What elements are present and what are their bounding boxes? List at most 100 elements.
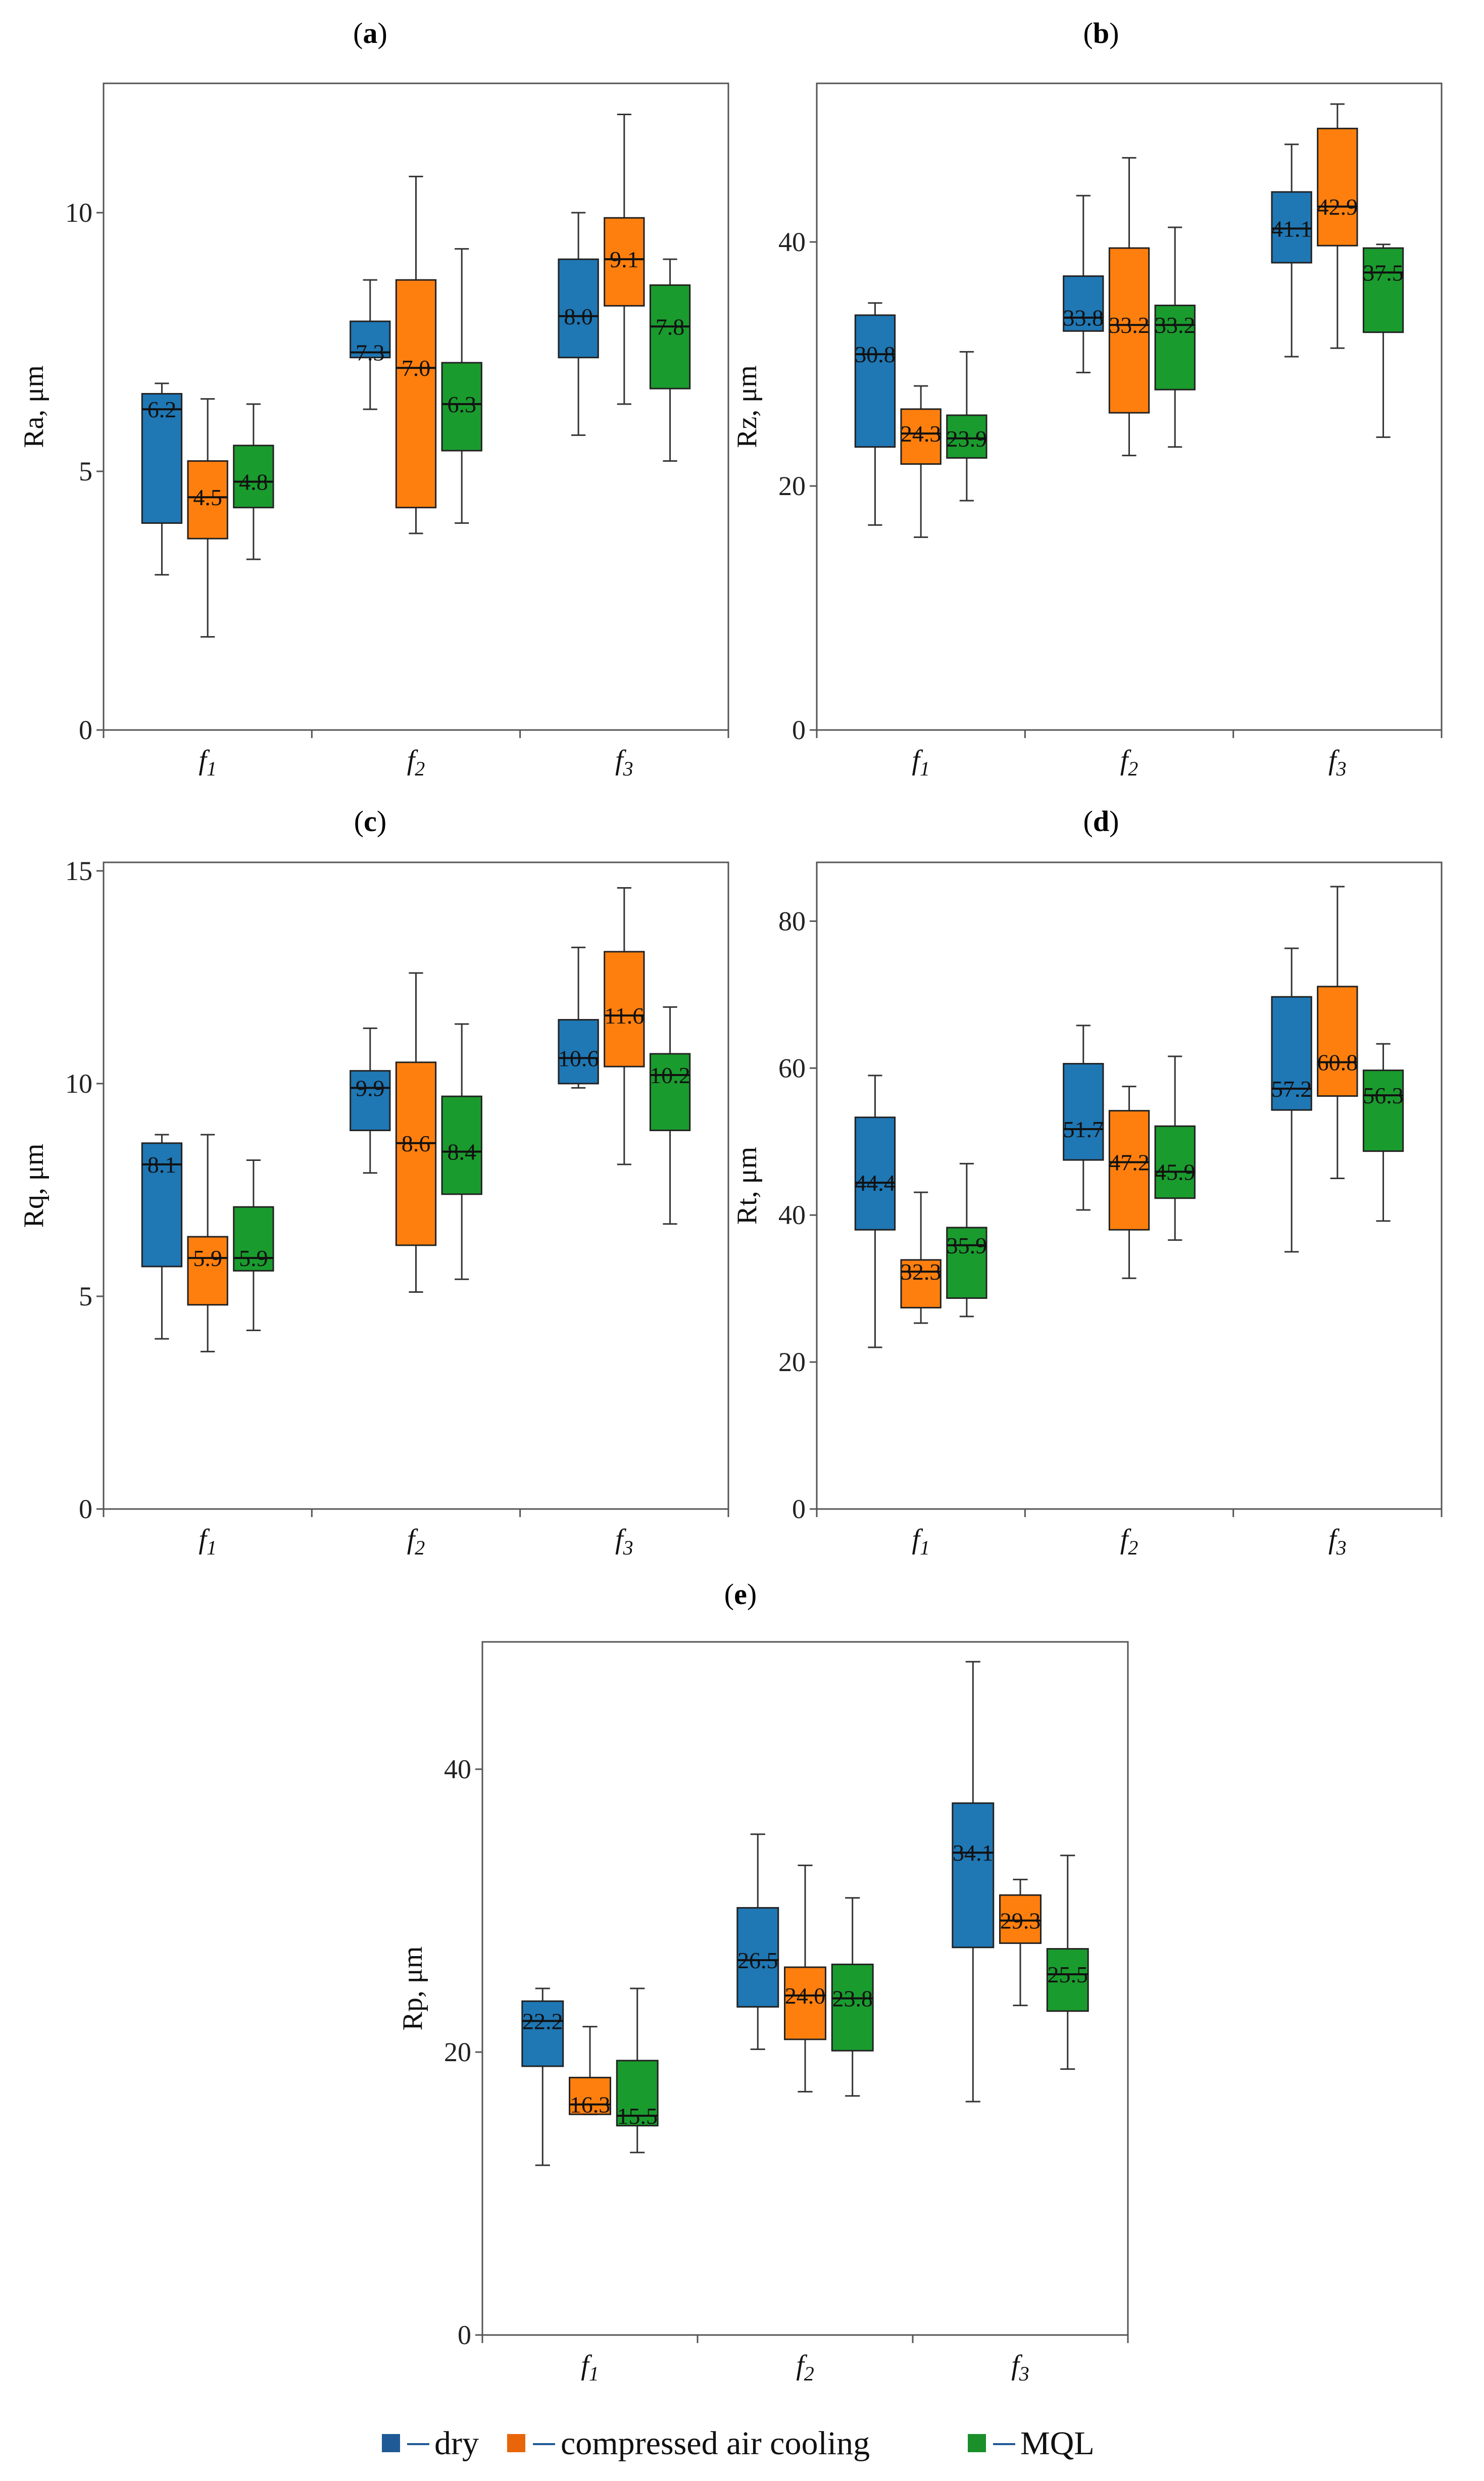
box-rect	[233, 445, 274, 509]
y-axis-label: Rt, μm	[731, 1147, 763, 1225]
box-value-label: 45.9	[1155, 1159, 1196, 1185]
box-rect	[1317, 127, 1358, 247]
box-value-label: 10.2	[650, 1062, 690, 1088]
box-e-1-2: 26.5	[736, 1833, 779, 2050]
box-rect	[187, 1236, 228, 1306]
box-rect	[946, 414, 987, 459]
box-rect	[141, 393, 183, 524]
box-value-label: 4.8	[239, 469, 268, 495]
box-value-label: 57.2	[1271, 1076, 1312, 1102]
y-tick-label: 20	[444, 2037, 471, 2067]
plot-frame	[816, 82, 1443, 731]
y-axis-label: Rz, μm	[731, 365, 763, 448]
box-value-label: 33.2	[1109, 312, 1150, 338]
plot-frame	[103, 82, 729, 731]
box-b-3-2: 33.2	[1154, 226, 1196, 448]
box-d-2-1: 32.3	[900, 1191, 942, 1324]
box-value-label: 32.3	[901, 1259, 942, 1285]
legend-label-compressed-air: compressed air cooling	[561, 2425, 870, 2462]
box-value-label: 6.2	[147, 397, 177, 422]
box-rect	[831, 1963, 874, 2052]
box-c-1-3: 10.6	[558, 946, 599, 1089]
y-tick-label: 15	[65, 856, 92, 886]
box-value-label: 11.6	[604, 1003, 644, 1029]
box-value-label: 8.6	[402, 1131, 431, 1156]
box-value-label: 47.2	[1109, 1149, 1150, 1175]
box-rect	[604, 217, 645, 307]
legend-swatch-dry	[382, 2434, 400, 2452]
box-b-1-2: 33.8	[1063, 194, 1104, 373]
box-value-label: 22.2	[522, 2008, 563, 2034]
box-rect	[1046, 1948, 1089, 2012]
box-c-1-2: 9.9	[350, 1027, 391, 1174]
box-rect	[900, 408, 942, 465]
box-d-2-3: 60.8	[1317, 886, 1358, 1179]
legend-label-dry: dry	[434, 2425, 479, 2462]
box-value-label: 30.8	[855, 342, 896, 367]
box-rect	[1271, 996, 1312, 1111]
box-rect	[395, 1061, 437, 1246]
box-c-3-2: 8.4	[441, 1023, 482, 1280]
y-tick-label: 0	[79, 715, 92, 745]
y-tick-label: 0	[458, 2320, 471, 2350]
box-value-label: 25.5	[1047, 1962, 1088, 1987]
box-e-1-3: 34.1	[952, 1661, 995, 2103]
box-value-label: 23.9	[947, 426, 987, 452]
box-value-label: 8.0	[564, 304, 593, 329]
y-tick-label: 20	[778, 471, 806, 501]
box-e-2-2: 24.0	[784, 1864, 826, 2093]
box-rect	[649, 284, 691, 390]
box-rect	[1271, 191, 1312, 264]
box-value-label: 37.5	[1363, 260, 1404, 285]
box-d-3-1: 35.9	[946, 1162, 987, 1318]
y-tick-label: 5	[79, 456, 92, 487]
box-c-3-1: 5.9	[233, 1159, 274, 1331]
box-a-2-2: 7.0	[395, 175, 437, 534]
y-tick-label: 5	[79, 1281, 92, 1311]
box-value-label: 5.9	[239, 1245, 268, 1271]
box-rect	[649, 1053, 691, 1132]
box-value-label: 24.3	[901, 421, 942, 447]
box-rect	[999, 1894, 1042, 1944]
box-value-label: 23.8	[832, 1986, 873, 2012]
legend-label-mql: MQL	[1020, 2425, 1095, 2462]
box-value-label: 7.8	[656, 314, 685, 339]
box-rect	[736, 1907, 779, 2008]
box-rect	[900, 1259, 942, 1308]
legend: dry compressed air cooling MQL	[382, 2425, 1095, 2462]
box-rect	[1362, 247, 1404, 333]
y-tick-label: 0	[79, 1494, 92, 1524]
box-rect	[1317, 986, 1358, 1097]
box-value-label: 8.4	[447, 1139, 476, 1165]
box-rect	[1108, 247, 1150, 414]
box-b-1-3: 41.1	[1271, 143, 1312, 358]
box-a-3-2: 6.3	[441, 248, 482, 524]
box-d-1-1: 44.4	[854, 1075, 896, 1348]
panel-label: (d)	[1083, 805, 1119, 838]
y-tick-label: 0	[792, 715, 806, 745]
panel-label: (c)	[354, 805, 386, 838]
box-rect	[350, 1070, 391, 1132]
box-a-1-2: 7.3	[350, 279, 391, 410]
box-rect	[558, 1019, 599, 1085]
box-e-3-3: 25.5	[1046, 1855, 1089, 2070]
box-value-label: 33.8	[1063, 305, 1104, 331]
plot-frame	[481, 1641, 1129, 2336]
box-value-label: 7.0	[402, 355, 431, 381]
box-d-2-2: 47.2	[1108, 1086, 1150, 1279]
box-rect	[1154, 305, 1196, 391]
box-value-label: 26.5	[737, 1948, 778, 1973]
y-tick-label: 80	[778, 906, 806, 936]
y-tick-label: 40	[444, 1754, 471, 1784]
y-axis-label: Rq, μm	[18, 1144, 50, 1228]
box-value-label: 8.1	[147, 1152, 177, 1178]
box-rect	[784, 1966, 826, 2040]
y-tick-label: 60	[778, 1053, 806, 1083]
box-a-2-1: 4.5	[187, 398, 228, 638]
box-value-label: 15.5	[617, 2103, 658, 2129]
